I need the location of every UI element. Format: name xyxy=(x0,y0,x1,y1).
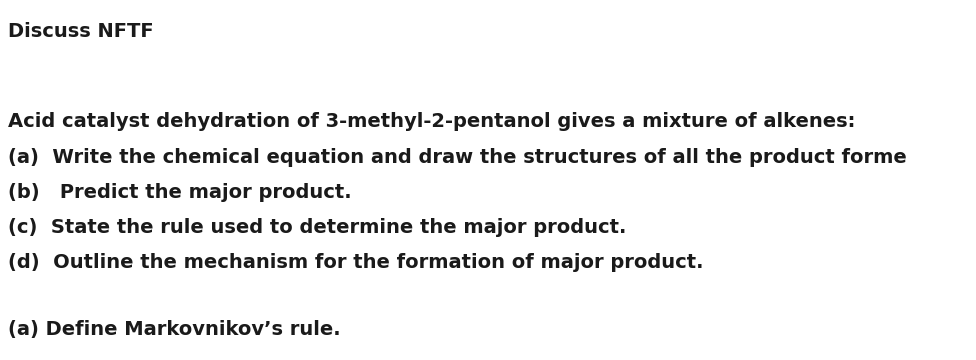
Text: (a)  Write the chemical equation and draw the structures of all the product form: (a) Write the chemical equation and draw… xyxy=(8,148,907,167)
Text: (b)   Predict the major product.: (b) Predict the major product. xyxy=(8,183,351,202)
Text: (d)  Outline the mechanism for the formation of major product.: (d) Outline the mechanism for the format… xyxy=(8,253,704,272)
Text: (c)  State the rule used to determine the major product.: (c) State the rule used to determine the… xyxy=(8,218,627,237)
Text: Discuss NFTF: Discuss NFTF xyxy=(8,22,153,41)
Text: Acid catalyst dehydration of 3-methyl-2-pentanol gives a mixture of alkenes:: Acid catalyst dehydration of 3-methyl-2-… xyxy=(8,112,855,131)
Text: (a) Define Markovnikov’s rule.: (a) Define Markovnikov’s rule. xyxy=(8,320,341,339)
